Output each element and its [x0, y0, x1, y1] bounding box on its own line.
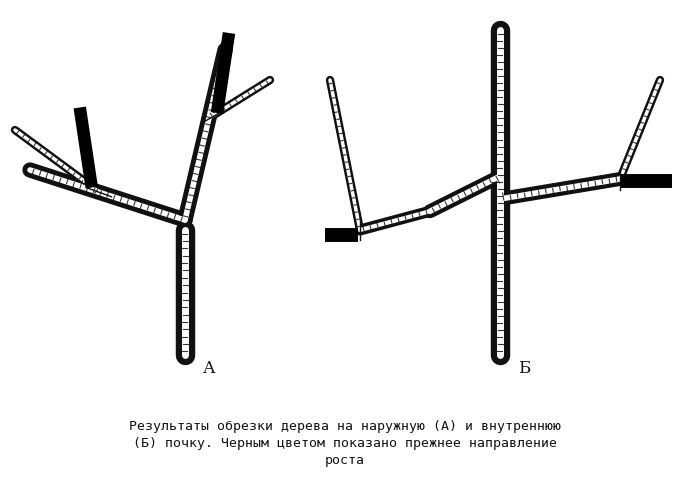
Text: Б: Б — [518, 360, 530, 377]
Text: роста: роста — [325, 454, 365, 467]
Text: (Б) почку. Черным цветом показано прежнее направление: (Б) почку. Черным цветом показано прежне… — [133, 437, 557, 450]
Text: Результаты обрезки дерева на наружную (А) и внутреннюю: Результаты обрезки дерева на наружную (А… — [129, 420, 561, 433]
Text: А: А — [203, 360, 215, 377]
